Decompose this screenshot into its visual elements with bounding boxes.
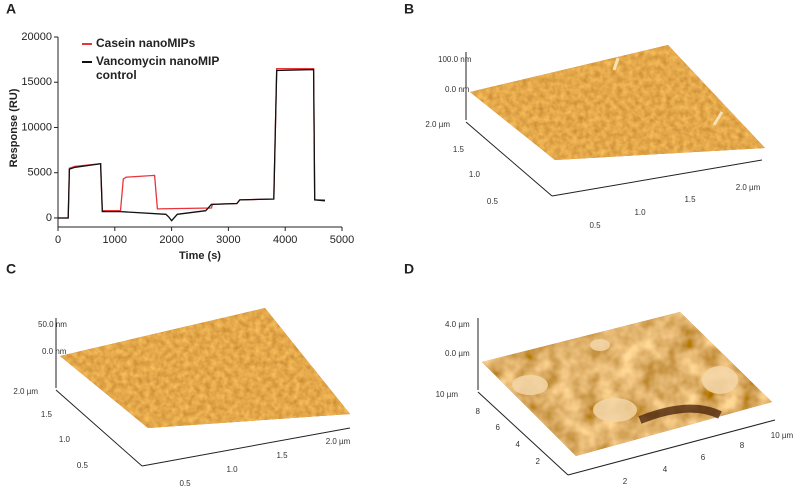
x-tick-label: 2000 bbox=[159, 234, 183, 246]
y-axis bbox=[477, 391, 569, 476]
y-tick-label: 10000 bbox=[21, 121, 52, 133]
afm-surface bbox=[482, 312, 772, 456]
x-tick-label: 1000 bbox=[103, 234, 127, 246]
panel-label: A bbox=[6, 1, 16, 17]
y-tick-label: 1.5 bbox=[453, 145, 465, 154]
y-tick-label: 2 bbox=[536, 457, 541, 466]
x-tick-label: 2.0 µm bbox=[736, 183, 761, 192]
x-tick-label: 10 µm bbox=[771, 431, 794, 440]
y-axis bbox=[55, 389, 143, 467]
legend-swatch bbox=[82, 43, 92, 45]
x-tick-label: 4 bbox=[663, 465, 668, 474]
y-tick-label: 4 bbox=[516, 440, 521, 449]
x-tick-label: 2 bbox=[623, 477, 628, 486]
x-tick-label: 0.5 bbox=[179, 479, 191, 488]
panel-label: D bbox=[404, 261, 414, 277]
z-tick-label: 4.0 µm bbox=[445, 320, 470, 329]
z-tick-label: 0.0 nm bbox=[42, 347, 67, 356]
x-axis-label: Time (s) bbox=[179, 250, 221, 262]
x-tick-label: 0.5 bbox=[589, 221, 601, 230]
x-tick-label: 1.5 bbox=[276, 451, 288, 460]
y-tick-label: 6 bbox=[496, 423, 501, 432]
x-tick-label: 4000 bbox=[273, 234, 297, 246]
y-axis-label: Response (RU) bbox=[8, 88, 20, 167]
x-tick-label: 1.0 bbox=[226, 465, 238, 474]
x-tick-label: 8 bbox=[740, 441, 745, 450]
x-axis bbox=[567, 419, 776, 476]
x-tick-label: 3000 bbox=[216, 234, 240, 246]
x-tick-label: 1.0 bbox=[634, 208, 646, 217]
afm-feature bbox=[590, 339, 610, 351]
afm-trench bbox=[638, 404, 722, 424]
afm-panel: D 4.0 µm 0.0 µm 10 µm 8 6 4 2 2 4 6 8 10 µm bbox=[404, 261, 794, 486]
y-tick-label: 0.5 bbox=[77, 461, 89, 470]
y-tick-label: 1.5 bbox=[41, 410, 53, 419]
afm-feature bbox=[702, 366, 738, 394]
legend: Casein nanoMIPs Vancomycin nanoMIP contro… bbox=[82, 36, 222, 86]
y-tick-label: 8 bbox=[476, 407, 481, 416]
afm-feature bbox=[612, 57, 620, 71]
z-tick-label: 100.0 nm bbox=[438, 55, 472, 64]
y-tick-label: 15000 bbox=[21, 76, 52, 88]
afm-feature bbox=[512, 375, 548, 395]
afm-surface bbox=[470, 45, 765, 160]
y-axis bbox=[465, 121, 553, 197]
legend-entry: Casein nanoMIPs bbox=[82, 36, 222, 50]
legend-label: Vancomycin nanoMIP control bbox=[96, 54, 220, 82]
z-tick-label: 50.0 nm bbox=[38, 320, 67, 329]
x-axis bbox=[141, 427, 351, 467]
panel-label: C bbox=[6, 261, 16, 277]
y-tick-label: 1.0 bbox=[469, 170, 481, 179]
x-tick-label: 6 bbox=[701, 453, 706, 462]
legend-swatch bbox=[82, 61, 92, 63]
legend-entry: Vancomycin nanoMIP control bbox=[82, 54, 222, 82]
y-tick-label: 2.0 µm bbox=[13, 387, 38, 396]
x-axis bbox=[551, 159, 763, 197]
x-tick-label: 1.5 bbox=[684, 195, 696, 204]
afm-feature bbox=[593, 398, 637, 422]
y-tick-label: 0 bbox=[46, 212, 52, 224]
x-tick-label: 0 bbox=[55, 234, 61, 246]
legend-label: Casein nanoMIPs bbox=[96, 36, 196, 50]
z-tick-label: 0.0 nm bbox=[445, 85, 470, 94]
panel-label: B bbox=[404, 1, 414, 17]
series-line bbox=[58, 68, 325, 219]
z-tick-label: 0.0 µm bbox=[445, 349, 470, 358]
y-tick-label: 1.0 bbox=[59, 435, 71, 444]
afm-surface bbox=[60, 308, 350, 428]
y-tick-label: 0.5 bbox=[487, 197, 499, 206]
y-tick-label: 2.0 µm bbox=[425, 120, 450, 129]
x-tick-label: 2.0 µm bbox=[326, 437, 351, 446]
y-tick-label: 10 µm bbox=[436, 390, 459, 399]
afm-panel: C 50.0 nm 0.0 nm 2.0 µm 1.5 1.0 0.5 0.5 1.0 1.5 2.… bbox=[6, 261, 351, 488]
series-line bbox=[58, 68, 326, 222]
afm-panel: B 100.0 nm 0.0 nm 2.0 µm 1.5 1.0 0.5 0.5 1.0 1.5 2… bbox=[404, 1, 765, 230]
y-tick-label: 20000 bbox=[21, 31, 52, 43]
x-tick-label: 5000 bbox=[330, 234, 354, 246]
y-tick-label: 5000 bbox=[28, 167, 52, 179]
afm-feature bbox=[712, 111, 724, 126]
